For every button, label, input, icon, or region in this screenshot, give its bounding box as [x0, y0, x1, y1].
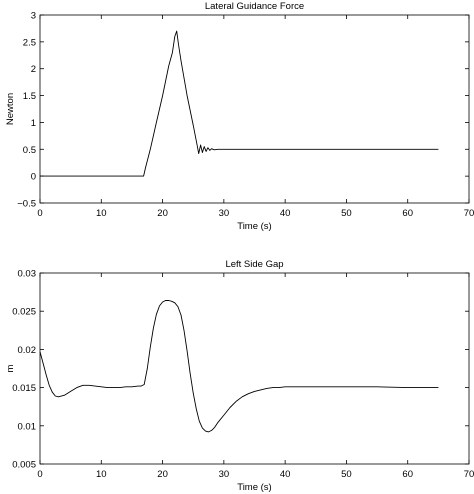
chart-2: 0 10 20 30 40 50 60 70 0.005 0.01 0.015 0.02 0.025 0.… — [5, 259, 474, 493]
series-line — [40, 30, 439, 177]
y-tick-label: 0.005 — [12, 460, 36, 471]
x-tick-label: 20 — [157, 469, 168, 480]
y-tick-label: 3 — [31, 11, 36, 22]
y-tick-label: 0.03 — [18, 269, 37, 280]
y-axis-label: m — [5, 364, 16, 372]
y-tick-label: 2 — [31, 64, 36, 75]
x-tick-label: 60 — [402, 469, 413, 480]
series-line — [39, 300, 439, 433]
x-tick-label: 50 — [341, 469, 352, 480]
chart-title: Lateral Guidance Force — [205, 1, 304, 12]
x-tick-label: 30 — [219, 208, 230, 219]
y-tick-label: 0 — [31, 172, 36, 183]
x-tick-label: 40 — [280, 469, 291, 480]
chart-title: Left Side Gap — [225, 259, 283, 270]
x-tick-label: 0 — [37, 469, 42, 480]
x-tick-label: 70 — [464, 469, 474, 480]
x-tick-label: 20 — [157, 208, 168, 219]
y-tick-label: 0.025 — [12, 307, 36, 318]
plot-frame — [39, 14, 470, 204]
x-tick-label: 50 — [341, 208, 352, 219]
x-tick-label: 60 — [402, 208, 413, 219]
x-tick-label: 10 — [96, 208, 107, 219]
x-axis-label: Time (s) — [237, 482, 271, 493]
x-tick-label: 0 — [37, 208, 42, 219]
y-axis-label: Newton — [5, 93, 16, 125]
x-tick-label: 30 — [219, 469, 230, 480]
y-tick-label: 2.5 — [23, 37, 36, 48]
x-tick-label: 10 — [96, 469, 107, 480]
y-tick-label: 0.01 — [18, 421, 37, 432]
x-tick-label: 40 — [280, 208, 291, 219]
y-tick-label: 0.015 — [12, 383, 36, 394]
x-tick-label: 70 — [464, 208, 474, 219]
y-tick-label: 0.02 — [18, 345, 37, 356]
chart-1: 0 10 20 30 40 50 60 70−0.500.511.522.53Lateral … — [5, 1, 474, 232]
y-tick-label: 0.5 — [23, 145, 36, 156]
x-axis-label: Time (s) — [237, 221, 271, 232]
plot-frame — [39, 272, 470, 465]
y-tick-label: −0.5 — [17, 199, 36, 210]
y-tick-label: 1.5 — [23, 91, 36, 102]
y-tick-label: 1 — [31, 118, 36, 129]
